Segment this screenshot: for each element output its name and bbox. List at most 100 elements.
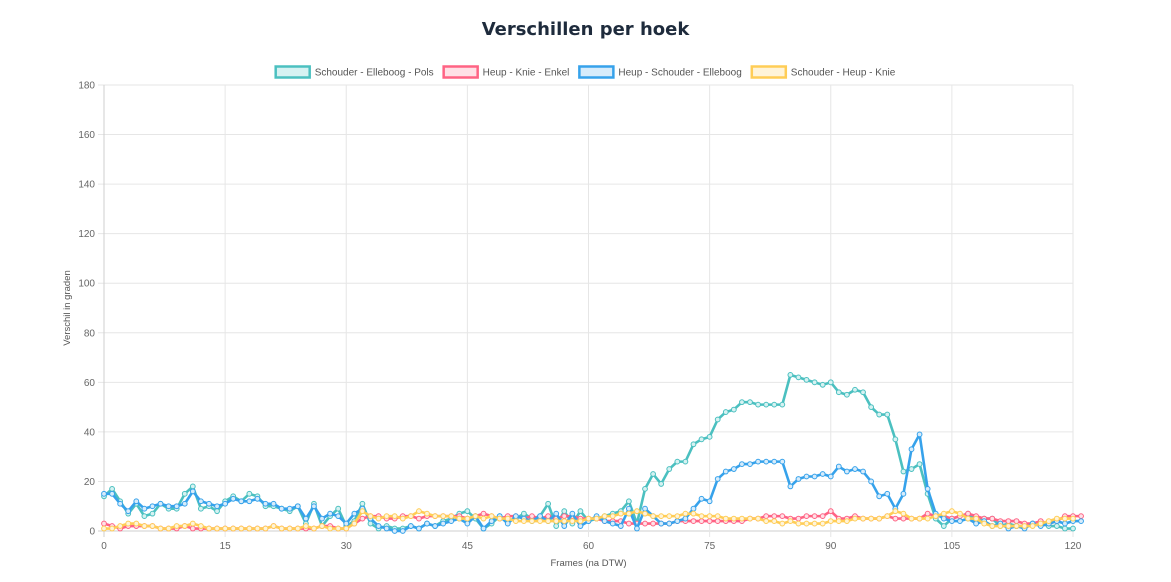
data-point (480, 525, 487, 532)
data-point (739, 515, 745, 522)
data-point (650, 471, 656, 477)
data-point (722, 468, 729, 475)
data-point (432, 513, 438, 520)
data-point (771, 458, 778, 465)
data-point (222, 525, 229, 532)
data-point (989, 515, 996, 522)
data-point (399, 515, 406, 522)
legend-item[interactable]: Heup - Knie - Enkel (442, 65, 570, 79)
data-point (900, 490, 907, 497)
data-point (625, 510, 632, 517)
data-point (763, 458, 770, 465)
data-point (884, 411, 891, 418)
data-point (1013, 518, 1020, 524)
data-point (819, 520, 826, 527)
data-point (642, 485, 648, 492)
data-point (876, 515, 883, 522)
data-point (787, 372, 794, 378)
data-point (795, 515, 802, 522)
data-point (844, 468, 850, 475)
data-point (480, 515, 487, 522)
data-point (262, 525, 269, 532)
data-point (957, 518, 963, 524)
data-point (690, 518, 697, 524)
data-point (141, 523, 148, 529)
data-point (690, 510, 697, 517)
data-point (1013, 523, 1020, 529)
data-point (900, 468, 907, 475)
data-point (916, 431, 923, 438)
data-point (835, 463, 842, 470)
data-point (642, 520, 648, 527)
data-point (714, 518, 721, 524)
data-point (876, 411, 883, 418)
data-point (827, 379, 834, 386)
data-point (1021, 523, 1028, 529)
data-point (456, 515, 463, 522)
x-tick-label: 120 (1065, 541, 1082, 552)
data-point (625, 505, 632, 512)
data-point (666, 466, 673, 472)
data-point (1037, 520, 1044, 527)
data-point (617, 523, 624, 529)
data-point (1062, 520, 1068, 527)
data-point (924, 510, 931, 517)
data-point (416, 508, 422, 515)
data-point (230, 495, 237, 502)
data-point (432, 523, 438, 529)
legend-label: Schouder - Elleboog - Pols (315, 68, 434, 79)
legend[interactable]: Schouder - Elleboog - Pols Heup - Knie - … (274, 65, 896, 79)
data-point (375, 523, 382, 529)
data-point (391, 513, 398, 520)
data-point (553, 510, 560, 517)
data-point (157, 500, 164, 507)
data-point (868, 404, 875, 411)
data-point (343, 525, 350, 532)
data-point (488, 518, 495, 524)
data-point (407, 523, 414, 529)
x-tick-label: 60 (583, 541, 595, 552)
series-3 (101, 508, 1076, 532)
data-point (270, 523, 277, 529)
data-point (577, 508, 584, 515)
data-point (1070, 515, 1076, 522)
data-point (609, 513, 616, 520)
data-point (739, 461, 745, 468)
data-point (892, 515, 899, 522)
data-point (811, 473, 818, 480)
data-point (327, 525, 334, 532)
data-point (819, 381, 826, 388)
legend-item[interactable]: Schouder - Elleboog - Pols (274, 65, 434, 79)
x-tick-label: 15 (220, 541, 232, 552)
data-point (948, 518, 955, 524)
data-point (165, 525, 172, 532)
data-point (852, 466, 858, 472)
data-point (319, 515, 325, 522)
data-point (246, 490, 253, 497)
data-point (537, 518, 543, 524)
data-point (803, 520, 810, 527)
legend-item[interactable]: Heup - Schouder - Elleboog (578, 65, 742, 79)
data-point (811, 513, 818, 520)
data-point (666, 513, 673, 520)
data-point (440, 513, 447, 520)
y-tick-label: 160 (78, 130, 95, 141)
data-point (690, 505, 697, 512)
data-point (706, 498, 713, 505)
data-point (892, 436, 899, 443)
data-point (658, 513, 665, 520)
data-point (254, 495, 261, 502)
data-point (101, 490, 107, 497)
data-point (198, 505, 204, 512)
data-point (359, 515, 366, 522)
data-point (965, 510, 971, 517)
data-point (852, 515, 858, 522)
data-point (545, 518, 552, 524)
data-point (827, 518, 834, 524)
data-point (932, 513, 939, 520)
data-point (908, 446, 915, 453)
data-point (787, 518, 794, 524)
legend-item[interactable]: Schouder - Heup - Knie (750, 65, 896, 79)
data-point (230, 525, 237, 532)
data-point (521, 518, 527, 524)
